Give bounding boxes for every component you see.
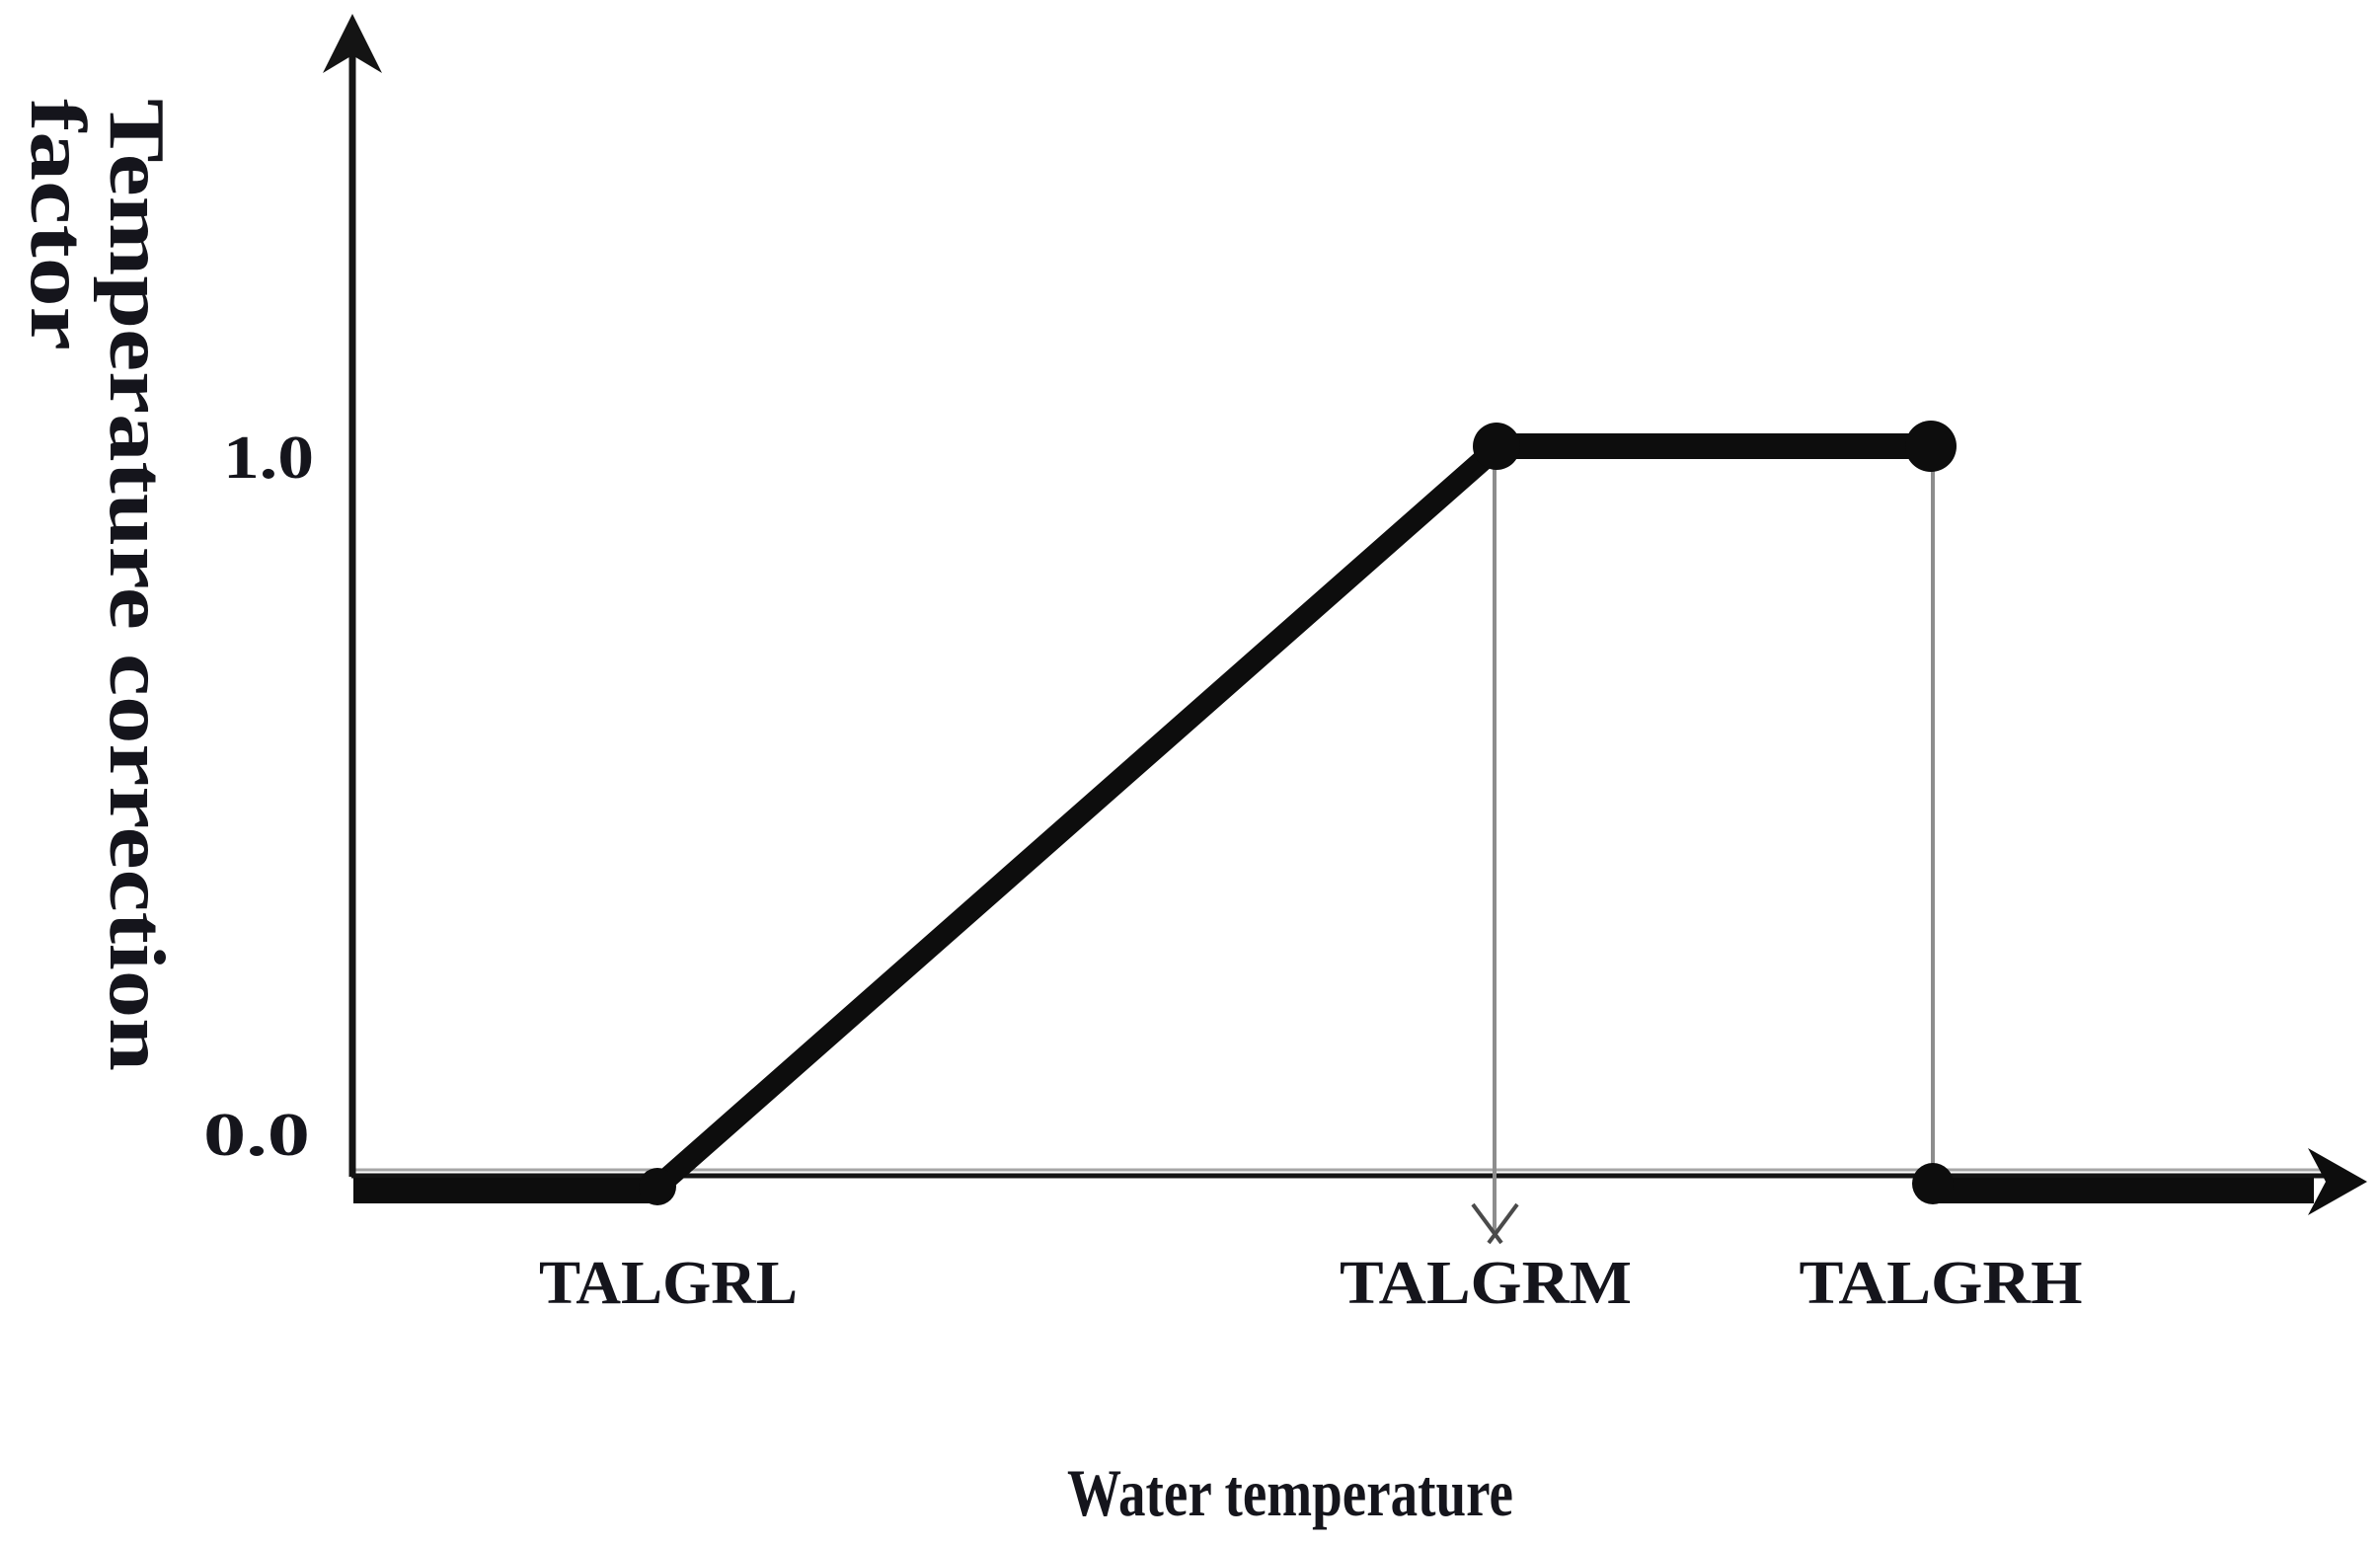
marker-dot-talgrh-zero (1912, 1163, 1954, 1204)
y-tick-label-0.0: 0.0 (203, 1102, 310, 1169)
curve-rising-segment (645, 436, 1508, 1199)
y-axis-title-line1: Temperature correction (93, 99, 180, 1071)
x-tick-label-talgrh: TALGRH (1800, 1250, 2083, 1317)
marker-dot-talgrm-one (1473, 423, 1520, 470)
x-tick-label-talgrm: TALGRM (1340, 1250, 1632, 1317)
talgrm-down-arrowhead-icon (1471, 1202, 1519, 1245)
x-tick-label-talgrl: TALGRL (539, 1250, 798, 1317)
x-axis-title: Water temperature (1067, 1455, 1513, 1530)
marker-dot-talgrh-one (1905, 421, 1957, 472)
y-axis-up-arrowhead-icon (323, 14, 382, 73)
y-axis-title-line2: factor (14, 99, 101, 350)
marker-dot-talgrl-zero (639, 1168, 676, 1205)
x-axis-right-arrowhead-icon (2308, 1148, 2367, 1215)
y-tick-label-1.0: 1.0 (223, 424, 314, 492)
